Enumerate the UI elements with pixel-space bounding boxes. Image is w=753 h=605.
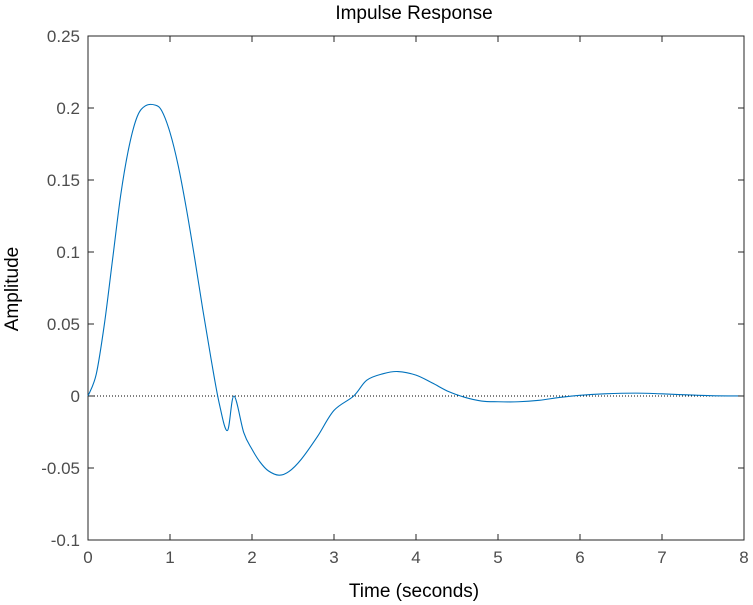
y-tick-label: 0.1 bbox=[56, 243, 80, 262]
y-axis-label: Amplitude bbox=[2, 247, 23, 332]
ticks-layer bbox=[87, 35, 745, 541]
x-tick-label: 4 bbox=[411, 548, 420, 567]
x-tick-label: 3 bbox=[329, 548, 338, 567]
chart-title: Impulse Response bbox=[335, 3, 492, 24]
series-layer bbox=[87, 103, 745, 476]
x-axis-label: Time (seconds) bbox=[349, 581, 479, 602]
x-tick-label: 5 bbox=[493, 548, 502, 567]
x-tick-label: 6 bbox=[575, 548, 584, 567]
axes-box bbox=[87, 35, 745, 541]
y-tick-label: 0.15 bbox=[47, 171, 80, 190]
y-tick-label: 0.05 bbox=[47, 315, 80, 334]
plot-area bbox=[87, 35, 745, 541]
x-tick-label: 2 bbox=[247, 548, 256, 567]
x-tick-labels: 0 1 2 3 4 5 6 7 8 bbox=[83, 548, 748, 567]
x-tick-label: 8 bbox=[739, 548, 748, 567]
y-tick-label: 0.25 bbox=[47, 27, 80, 46]
y-tick-label: 0.2 bbox=[56, 99, 80, 118]
y-tick-label: -0.1 bbox=[51, 531, 80, 550]
x-tick-label: 7 bbox=[657, 548, 666, 567]
y-tick-label: 0 bbox=[71, 387, 80, 406]
x-tick-label: 1 bbox=[165, 548, 174, 567]
y-tick-labels: -0.1 -0.05 0 0.05 0.1 0.15 0.2 0.25 bbox=[41, 27, 80, 550]
x-tick-label: 0 bbox=[83, 548, 92, 567]
y-tick-label: -0.05 bbox=[41, 459, 80, 478]
impulse-response-line bbox=[87, 103, 745, 476]
